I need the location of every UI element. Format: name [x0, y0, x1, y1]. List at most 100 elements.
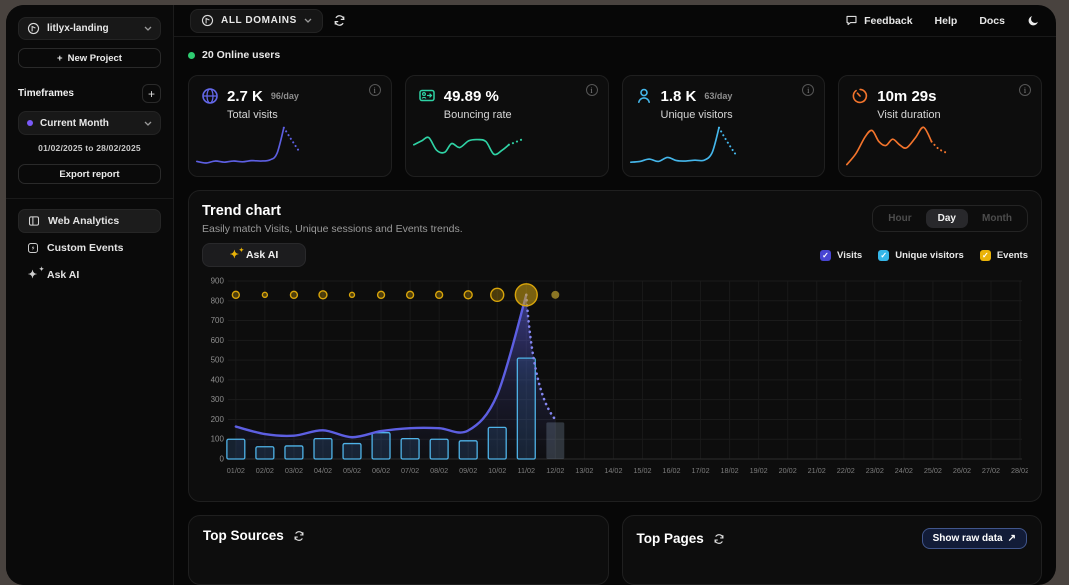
checkbox-visits[interactable]: ✓ [820, 249, 832, 261]
stat-label: Bouncing rate [443, 109, 512, 121]
domain-selector[interactable]: ALL DOMAINS [190, 8, 323, 33]
svg-text:03/02: 03/02 [285, 466, 303, 475]
trend-chart-svg: 0 100 200 300 400 500 600 700 800 900 01/02 02/02 03… [211, 276, 1028, 475]
svg-text:18/02: 18/02 [721, 466, 739, 475]
refresh-pages-button[interactable] [713, 533, 725, 545]
timer-icon [852, 88, 868, 104]
checkbox-unique-visitors[interactable]: ✓ [878, 249, 890, 261]
project-selector[interactable]: litlyx-landing [18, 17, 161, 40]
sidebar: litlyx-landing + New Project Timeframes … [6, 5, 174, 585]
sidebar-item-label: Web Analytics [48, 215, 120, 227]
svg-text:06/02: 06/02 [372, 466, 390, 475]
trend-chart-card: Trend chart Easily match Visits, Unique … [188, 190, 1042, 502]
timeframe-dot-icon [27, 120, 33, 126]
refresh-sources-button[interactable] [293, 530, 305, 542]
granularity-hour-button[interactable]: Hour [876, 209, 923, 228]
chevron-down-icon [144, 121, 152, 126]
refresh-icon [294, 530, 304, 541]
stat-label: Unique visitors [660, 109, 733, 121]
top-pages-title: Top Pages [636, 531, 704, 546]
svg-text:12/02: 12/02 [546, 466, 564, 475]
stat-per-day: 96/day [270, 91, 299, 101]
plus-icon: + [147, 86, 155, 101]
external-link-icon: ↗ [1007, 533, 1016, 544]
trend-chart-subtitle: Easily match Visits, Unique sessions and… [202, 223, 463, 235]
svg-text:100: 100 [211, 435, 225, 444]
chat-bubble-icon [846, 15, 857, 26]
svg-text:05/02: 05/02 [343, 466, 361, 475]
timeframes-label: Timeframes [18, 88, 74, 99]
trend-chart[interactable]: 0 100 200 300 400 500 600 700 800 900 01/02 02/02 03… [202, 275, 1028, 487]
svg-text:17/02: 17/02 [691, 466, 709, 475]
content: 20 Online users 2.7 K 96/day Total visit… [174, 37, 1056, 585]
app-window: litlyx-landing + New Project Timeframes … [6, 5, 1056, 585]
refresh-button[interactable] [333, 14, 346, 27]
stat-card-visit-duration: 10m 29s Visit duration i [838, 75, 1042, 177]
refresh-icon [714, 533, 724, 544]
help-link[interactable]: Help [934, 14, 958, 27]
litlyx-logo-icon [201, 14, 214, 27]
sidebar-item-label: Ask AI [47, 269, 80, 281]
svg-text:15/02: 15/02 [633, 466, 651, 475]
bouncing-rate-sparkline [412, 136, 524, 156]
info-icon[interactable]: i [585, 84, 598, 96]
granularity-day-button[interactable]: Day [925, 209, 968, 228]
top-sources-title: Top Sources [203, 528, 284, 543]
timeframe-selector[interactable]: Current Month [18, 111, 161, 135]
docs-link[interactable]: Docs [979, 14, 1005, 27]
svg-text:500: 500 [211, 356, 225, 365]
moon-icon [1028, 16, 1038, 26]
svg-text:11/02: 11/02 [517, 466, 535, 475]
bolt-icon [26, 242, 39, 255]
legend-unique-visitors[interactable]: ✓ Unique visitors [878, 249, 964, 261]
unique-visitors-sparkline [629, 126, 736, 164]
checkbox-events[interactable]: ✓ [979, 249, 991, 261]
stat-value: 49.89 % [443, 87, 499, 105]
plus-icon: + [57, 52, 63, 64]
legend-events[interactable]: ✓ Events [979, 249, 1028, 261]
add-timeframe-button[interactable]: + [142, 84, 161, 103]
svg-text:700: 700 [211, 316, 225, 325]
feedback-link[interactable]: Feedback [845, 14, 913, 27]
chevron-down-icon [144, 26, 152, 31]
svg-text:25/02: 25/02 [924, 466, 942, 475]
granularity-month-button[interactable]: Month [970, 209, 1024, 228]
stat-card-unique-visitors: 1.8 K 63/day Unique visitors i [621, 75, 826, 177]
chevron-down-icon [304, 18, 312, 23]
stat-value: 2.7 K [227, 87, 263, 105]
globe-icon [202, 88, 218, 104]
info-icon[interactable]: i [802, 84, 815, 96]
person-icon [637, 88, 650, 103]
svg-text:26/02: 26/02 [953, 466, 971, 475]
sidebar-item-custom-events[interactable]: Custom Events [18, 236, 161, 260]
export-report-button[interactable]: Export report [18, 164, 161, 184]
refresh-icon [334, 15, 345, 26]
legend-visits[interactable]: ✓ Visits [820, 249, 862, 261]
svg-text:800: 800 [211, 296, 225, 305]
info-icon[interactable]: i [1019, 84, 1031, 96]
sidebar-item-web-analytics[interactable]: Web Analytics [18, 209, 161, 233]
theme-toggle-button[interactable] [1027, 14, 1040, 27]
stat-label: Visit duration [877, 109, 941, 121]
online-users-label: 20 Online users [202, 49, 281, 61]
ask-ai-label: Ask AI [245, 249, 279, 261]
show-raw-data-button[interactable]: Show raw data ↗ [921, 528, 1027, 549]
svg-text:22/02: 22/02 [837, 466, 855, 475]
stats-row: 2.7 K 96/day Total visits i 49.89 % Boun… [188, 75, 1042, 177]
ask-ai-button[interactable]: ✦ ✦ Ask AI [202, 243, 306, 267]
info-icon[interactable]: i [368, 84, 381, 96]
online-users: 20 Online users [188, 47, 1042, 63]
svg-text:01/02: 01/02 [227, 466, 245, 475]
stat-label: Total visits [227, 109, 278, 121]
stat-card-bouncing-rate: 49.89 % Bouncing rate i [404, 75, 609, 177]
new-project-button[interactable]: + New Project [18, 48, 161, 68]
svg-text:14/02: 14/02 [604, 466, 622, 475]
top-pages-card: Top Pages Show raw data ↗ [621, 515, 1042, 585]
svg-text:09/02: 09/02 [459, 466, 477, 475]
sidebar-item-ask-ai[interactable]: ✦ ✦ Ask AI [18, 263, 161, 287]
svg-text:07/02: 07/02 [401, 466, 419, 475]
bottom-row: Top Sources Top Pages Show raw data [188, 515, 1042, 585]
trend-chart-title: Trend chart [202, 203, 281, 219]
svg-text:900: 900 [211, 276, 225, 285]
svg-text:10/02: 10/02 [488, 466, 506, 475]
